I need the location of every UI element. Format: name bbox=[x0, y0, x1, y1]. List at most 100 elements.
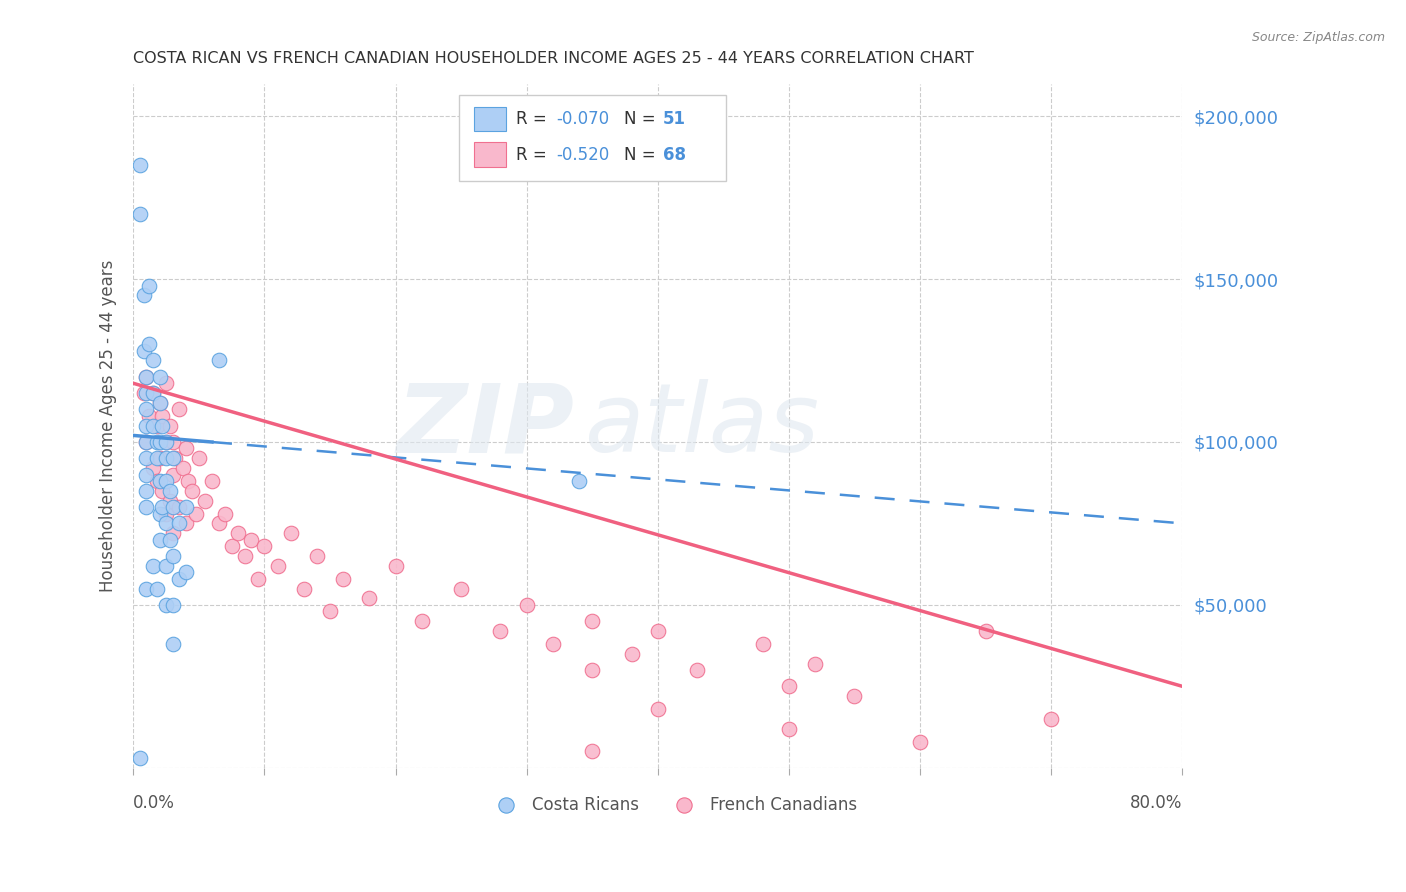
Point bbox=[148, 396, 170, 410]
Point bbox=[135, 386, 157, 401]
Point bbox=[142, 558, 165, 573]
Point bbox=[148, 369, 170, 384]
Point bbox=[148, 474, 170, 488]
Point bbox=[150, 409, 173, 423]
Point bbox=[165, 451, 187, 466]
Text: French Canadians: French Canadians bbox=[710, 797, 858, 814]
Point bbox=[138, 278, 160, 293]
Point bbox=[647, 702, 669, 716]
Point bbox=[172, 461, 194, 475]
Point bbox=[240, 533, 263, 547]
Point bbox=[516, 598, 538, 612]
Point bbox=[162, 549, 184, 563]
Point bbox=[305, 549, 328, 563]
Point bbox=[201, 474, 224, 488]
Point bbox=[246, 572, 269, 586]
Point bbox=[148, 434, 170, 449]
Point bbox=[135, 434, 157, 449]
Point bbox=[135, 483, 157, 498]
Point bbox=[146, 582, 169, 596]
Point bbox=[148, 451, 170, 466]
Point bbox=[135, 369, 157, 384]
Point bbox=[142, 461, 165, 475]
Point bbox=[146, 418, 169, 433]
Point bbox=[174, 500, 197, 515]
Point bbox=[167, 500, 190, 515]
Point bbox=[155, 598, 177, 612]
Text: -0.520: -0.520 bbox=[555, 145, 609, 163]
Point bbox=[162, 451, 184, 466]
Point bbox=[214, 507, 236, 521]
Point bbox=[150, 500, 173, 515]
Point bbox=[159, 533, 181, 547]
Text: 68: 68 bbox=[664, 145, 686, 163]
Point bbox=[778, 722, 800, 736]
Point bbox=[138, 337, 160, 351]
Point bbox=[135, 434, 157, 449]
Point bbox=[1040, 712, 1063, 726]
Point bbox=[155, 516, 177, 531]
FancyBboxPatch shape bbox=[474, 107, 506, 131]
Point bbox=[489, 624, 512, 638]
Text: -0.070: -0.070 bbox=[555, 110, 609, 128]
Point bbox=[181, 483, 204, 498]
Point bbox=[233, 549, 256, 563]
Text: R =: R = bbox=[516, 110, 553, 128]
Point bbox=[159, 483, 181, 498]
Point bbox=[148, 396, 170, 410]
Point bbox=[207, 353, 229, 368]
Point bbox=[174, 566, 197, 580]
Point bbox=[162, 467, 184, 482]
Point bbox=[162, 434, 184, 449]
Text: ZIP: ZIP bbox=[396, 379, 574, 472]
Point bbox=[159, 493, 181, 508]
Point bbox=[142, 353, 165, 368]
Point bbox=[844, 689, 866, 703]
Text: 0.0%: 0.0% bbox=[134, 794, 176, 812]
Point bbox=[135, 418, 157, 433]
FancyBboxPatch shape bbox=[458, 95, 725, 181]
Point bbox=[135, 467, 157, 482]
Point bbox=[132, 288, 155, 302]
Point bbox=[132, 343, 155, 358]
Point bbox=[974, 624, 997, 638]
Point bbox=[581, 744, 603, 758]
Point bbox=[581, 614, 603, 628]
Point bbox=[135, 402, 157, 417]
Point bbox=[138, 409, 160, 423]
Point bbox=[155, 507, 177, 521]
Point bbox=[150, 418, 173, 433]
Text: N =: N = bbox=[624, 110, 661, 128]
Text: atlas: atlas bbox=[585, 379, 820, 472]
Point bbox=[686, 663, 709, 677]
Text: N =: N = bbox=[624, 145, 661, 163]
Point bbox=[142, 386, 165, 401]
Point bbox=[226, 526, 249, 541]
Point bbox=[142, 418, 165, 433]
Point bbox=[194, 493, 217, 508]
Point bbox=[132, 386, 155, 401]
Point bbox=[332, 572, 354, 586]
Point bbox=[162, 637, 184, 651]
Point bbox=[221, 539, 243, 553]
Point bbox=[647, 624, 669, 638]
Point bbox=[778, 679, 800, 693]
Point bbox=[135, 451, 157, 466]
Point bbox=[155, 474, 177, 488]
Point bbox=[319, 604, 342, 618]
Point bbox=[620, 647, 643, 661]
Point bbox=[128, 158, 150, 172]
Point bbox=[150, 483, 173, 498]
Point bbox=[266, 558, 288, 573]
Point bbox=[174, 516, 197, 531]
Point bbox=[167, 516, 190, 531]
Text: Costa Ricans: Costa Ricans bbox=[531, 797, 638, 814]
Point bbox=[292, 582, 315, 596]
Point bbox=[804, 657, 827, 671]
Y-axis label: Householder Income Ages 25 - 44 years: Householder Income Ages 25 - 44 years bbox=[100, 260, 117, 591]
Point bbox=[155, 434, 177, 449]
Point bbox=[450, 582, 472, 596]
Point bbox=[411, 614, 433, 628]
Point bbox=[581, 663, 603, 677]
Point bbox=[162, 500, 184, 515]
